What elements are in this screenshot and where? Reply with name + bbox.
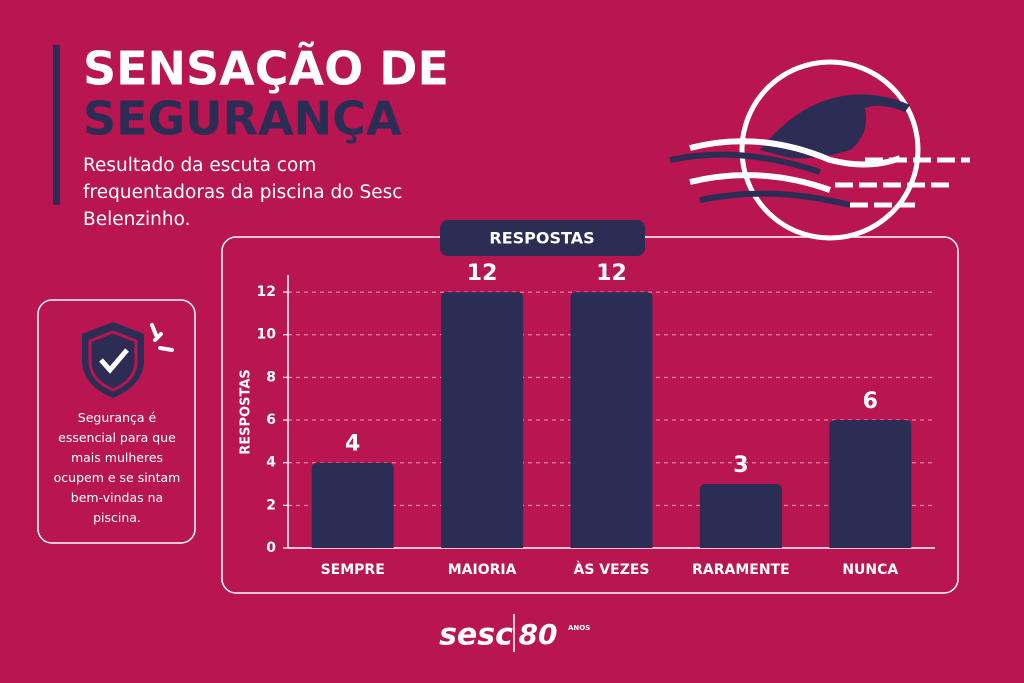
anniversary-number: 80 (519, 618, 558, 651)
brand-logo: sesc (439, 618, 513, 653)
title-line-1: SENSAÇÃO DE (83, 41, 449, 96)
y-tick-label: 12 (257, 284, 276, 300)
bar (699, 484, 782, 548)
y-tick-label: 4 (266, 455, 276, 471)
swimmer-icon (669, 59, 970, 241)
accent-bar (53, 45, 60, 205)
bar (829, 420, 912, 548)
y-tick-label: 8 (266, 369, 276, 385)
y-tick-label: 10 (257, 327, 277, 343)
y-tick-label: 2 (266, 497, 276, 513)
y-tick-label: 0 (266, 540, 276, 556)
x-tick-label: SEMPRE (321, 562, 385, 578)
anniversary-anos: ANOS (568, 624, 590, 632)
title-line-2: SEGURANÇA (83, 92, 402, 146)
x-tick-label: RARAMENTE (692, 562, 790, 578)
shield-icon (82, 322, 174, 398)
x-tick-label: MAIORIA (448, 562, 517, 578)
y-axis-label: RESPOSTAS (239, 369, 254, 454)
data-label: 4 (345, 432, 360, 457)
subtitle: Resultado da escuta com frequentadoras d… (83, 155, 403, 230)
x-tick-label: ÀS VEZES (574, 561, 650, 578)
bar (311, 462, 394, 548)
chart-title-badge (440, 220, 645, 256)
data-label: 12 (596, 261, 627, 286)
bar (441, 292, 524, 548)
data-label: 12 (467, 261, 498, 286)
side-card-text: Segurança é essencial para que mais mulh… (53, 410, 181, 525)
bar (570, 292, 653, 548)
chart-title: RESPOSTAS (489, 229, 594, 248)
x-tick-label: NUNCA (842, 562, 898, 578)
data-label: 6 (863, 389, 878, 414)
y-tick-label: 6 (266, 412, 276, 428)
side-card (37, 299, 196, 544)
data-label: 3 (733, 453, 748, 478)
